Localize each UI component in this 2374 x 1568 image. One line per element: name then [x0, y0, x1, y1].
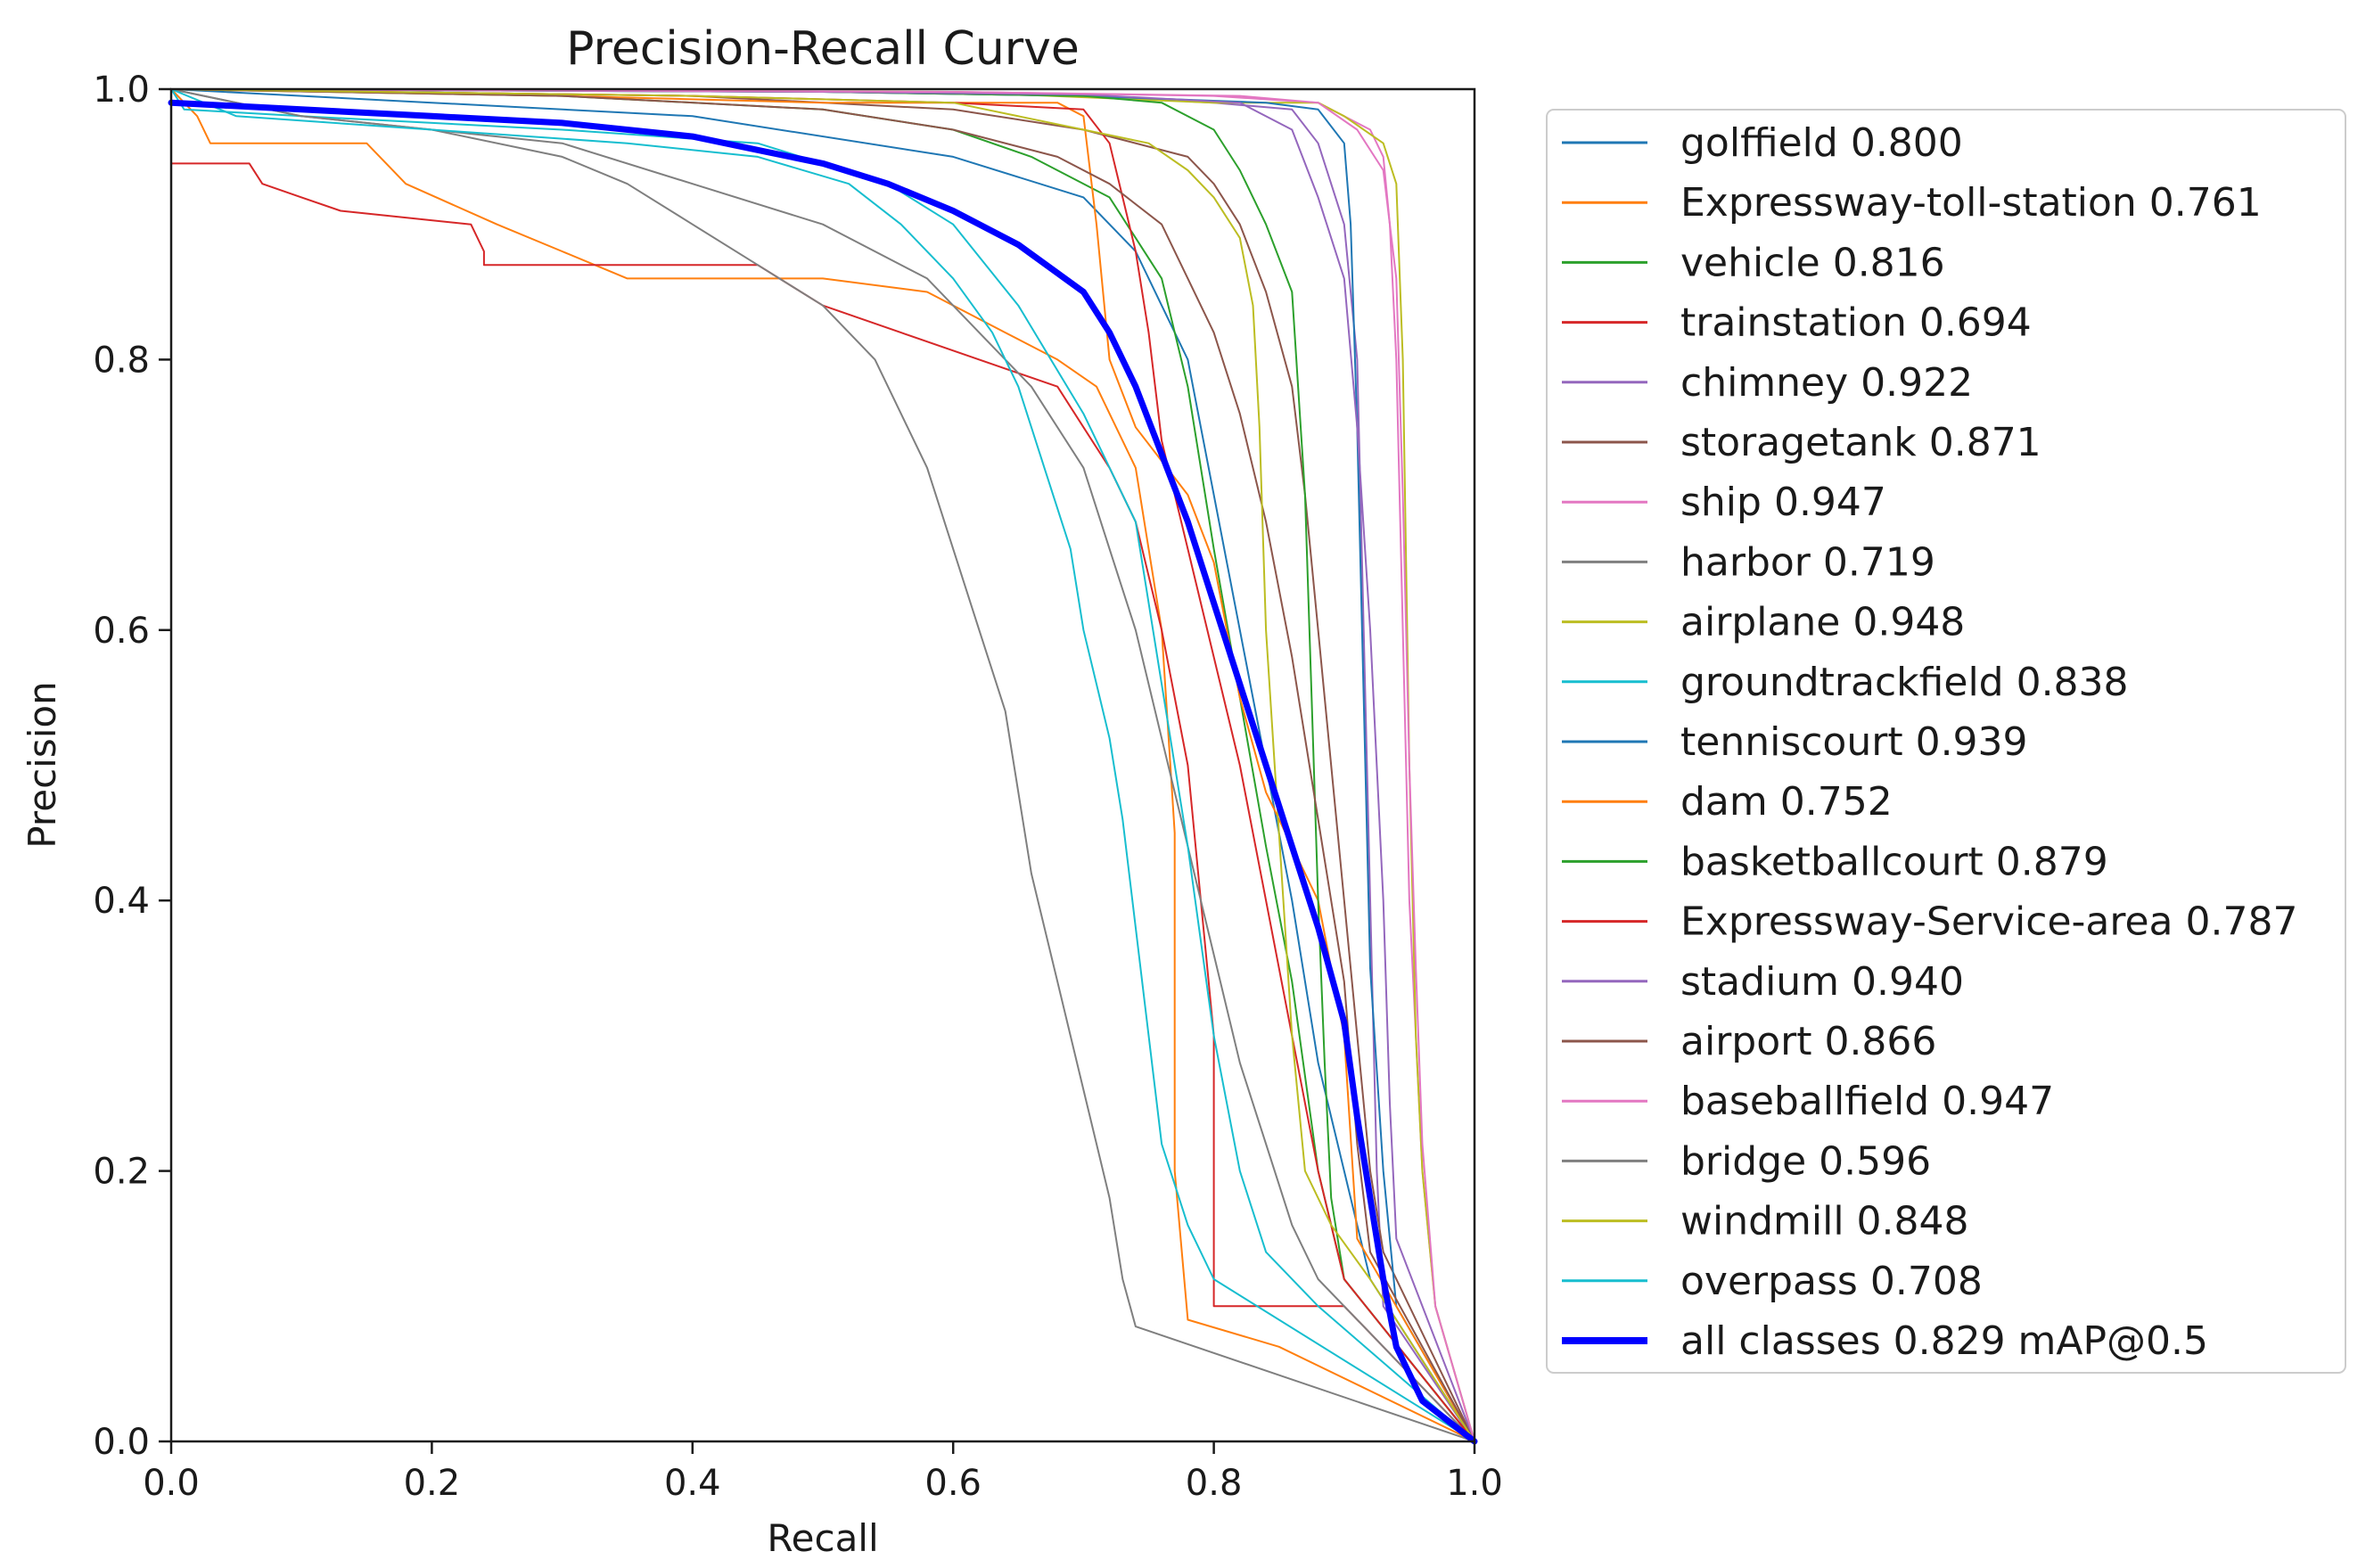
- legend-entry-label: overpass 0.708: [1680, 1259, 1983, 1304]
- y-tick-label: 0.8: [93, 340, 150, 381]
- series-line-16: [170, 88, 1475, 1442]
- y-tick-label: 0.4: [93, 881, 150, 922]
- y-axis-label: Precision: [21, 681, 64, 848]
- chart-title: Precision-Recall Curve: [566, 22, 1080, 76]
- legend-entry-label: trainstation 0.694: [1680, 300, 2032, 346]
- series-line-17: [170, 88, 1475, 1442]
- series-line-9: [170, 88, 1475, 1442]
- x-tick-label: 0.0: [143, 1463, 200, 1504]
- legend-entry-label: baseballfield 0.947: [1680, 1079, 2054, 1124]
- legend-entry-label: golffield 0.800: [1680, 120, 1963, 166]
- legend-entry-label: airport 0.866: [1680, 1019, 1936, 1064]
- x-tick-label: 0.2: [404, 1463, 461, 1504]
- series-line-20: [168, 99, 1478, 1445]
- x-axis-ticks: 0.0 0.2 0.4 0.6 0.8 1.0: [143, 1441, 1503, 1504]
- y-tick-label: 1.0: [93, 70, 150, 111]
- legend-items: golffield 0.800 Expressway-toll-station 0…: [1562, 120, 2297, 1364]
- legend-entry-label: storagetank 0.871: [1680, 420, 2041, 465]
- series-line-5: [170, 88, 1475, 1442]
- legend-entry-label: windmill 0.848: [1680, 1199, 1969, 1244]
- series-line-12: [170, 88, 1475, 1442]
- legend-entry-label: vehicle 0.816: [1680, 240, 1945, 285]
- legend-entry-label: airplane 0.948: [1680, 600, 1965, 645]
- legend-entry-label: bridge 0.596: [1680, 1138, 1931, 1184]
- x-tick-label: 1.0: [1446, 1463, 1503, 1504]
- x-tick-label: 0.4: [664, 1463, 721, 1504]
- series-layer: [168, 88, 1478, 1445]
- series-line-13: [170, 88, 1475, 1442]
- x-tick-label: 0.8: [1186, 1463, 1243, 1504]
- series-line-14: [170, 88, 1475, 1442]
- plot-frame: [169, 87, 1476, 1443]
- legend-entry-label: dam 0.752: [1680, 779, 1893, 825]
- legend-entry-label: stadium 0.940: [1680, 959, 1964, 1005]
- legend-entry-label: basketballcourt 0.879: [1680, 839, 2108, 884]
- legend-entry-label: chimney 0.922: [1680, 360, 1973, 406]
- x-axis-label: Recall: [767, 1516, 878, 1560]
- y-tick-label: 0.0: [93, 1422, 150, 1463]
- y-axis-ticks: 0.0 0.2 0.4 0.6 0.8 1.0: [93, 70, 171, 1463]
- legend-entry-label: all classes 0.829 mAP@0.5: [1680, 1318, 2208, 1364]
- series-line-1: [170, 88, 1475, 1442]
- legend-entry-label: Expressway-Service-area 0.787: [1680, 899, 2297, 945]
- legend-entry-label: ship 0.947: [1680, 480, 1886, 525]
- series-line-8: [170, 88, 1475, 1442]
- series-line-19: [170, 88, 1475, 1442]
- x-tick-label: 0.6: [924, 1463, 982, 1504]
- series-line-7: [170, 88, 1475, 1442]
- y-tick-label: 0.2: [93, 1152, 150, 1193]
- legend-entry-label: harbor 0.719: [1680, 539, 1935, 585]
- legend-entry-label: Expressway-toll-station 0.761: [1680, 180, 2262, 226]
- legend: golffield 0.800 Expressway-toll-station 0…: [1546, 109, 2346, 1374]
- legend-entry-label: groundtrackfield 0.838: [1680, 660, 2129, 705]
- series-line-11: [170, 88, 1475, 1442]
- y-tick-label: 0.6: [93, 611, 150, 652]
- series-line-18: [170, 88, 1475, 1442]
- legend-entry-label: tenniscourt 0.939: [1680, 719, 2028, 765]
- legend-box: [1546, 109, 2346, 1374]
